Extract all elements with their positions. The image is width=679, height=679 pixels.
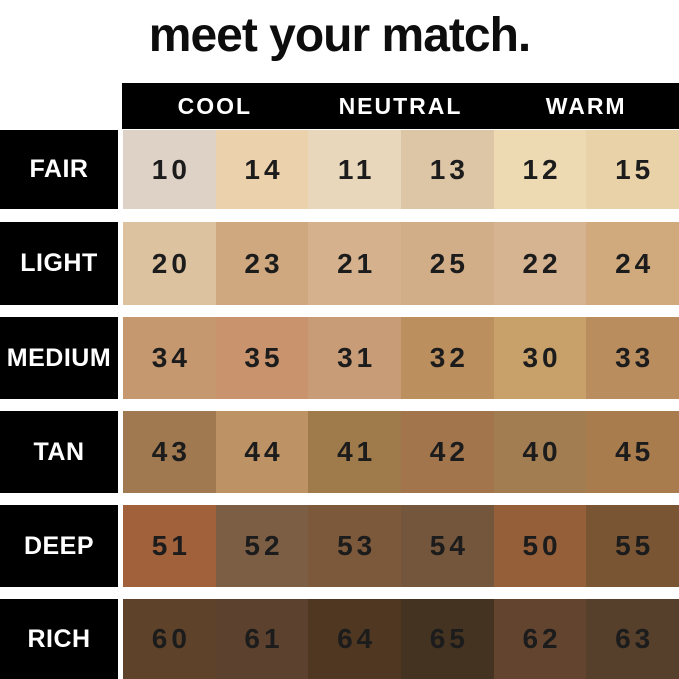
swatch-strip: 10 14 11 13 12 15 [123,130,679,209]
shade-swatch-41: 41 [308,411,402,493]
undertone-header-bar: COOL NEUTRAL WARM [122,83,679,129]
shade-swatch-34: 34 [123,317,216,399]
row-label-light: LIGHT [0,222,118,305]
shade-swatch-60: 60 [123,599,216,679]
shade-swatch-64: 64 [308,599,402,679]
shade-swatch-51: 51 [123,505,216,587]
shade-row-light: LIGHT 20 23 21 25 22 24 [0,222,679,305]
shade-swatch-10: 10 [123,130,216,209]
swatch-strip: 20 23 21 25 22 24 [123,222,679,305]
shade-swatch-54: 54 [401,505,494,587]
shade-swatch-23: 23 [215,222,309,305]
shade-swatch-44: 44 [215,411,309,493]
row-label-deep: DEEP [0,505,118,587]
shade-swatch-45: 45 [586,411,679,493]
shade-swatch-21: 21 [308,222,402,305]
shade-swatch-40: 40 [493,411,587,493]
shade-swatch-24: 24 [586,222,679,305]
shade-swatch-43: 43 [123,411,216,493]
shade-swatch-22: 22 [493,222,587,305]
shade-swatch-31: 31 [308,317,402,399]
shade-swatch-63: 63 [586,599,679,679]
label-swatch-divider [118,505,123,587]
shade-swatch-61: 61 [215,599,309,679]
label-swatch-divider [118,411,123,493]
label-swatch-divider [118,222,123,305]
column-header-warm: WARM [545,93,627,119]
row-label-fair: FAIR [0,130,118,209]
label-swatch-divider [118,317,123,399]
column-header-neutral: NEUTRAL [338,93,463,119]
shade-swatch-20: 20 [123,222,216,305]
row-label-tan: TAN [0,411,118,493]
shade-swatch-25: 25 [401,222,494,305]
label-swatch-divider [118,599,123,679]
shade-swatch-14: 14 [215,130,309,209]
shade-row-rich: RICH 60 61 64 65 62 63 [0,599,679,679]
shade-swatch-12: 12 [493,130,587,209]
row-label-rich: RICH [0,599,118,679]
shade-swatch-42: 42 [401,411,494,493]
shade-swatch-33: 33 [586,317,679,399]
shade-swatch-15: 15 [586,130,679,209]
swatch-strip: 60 61 64 65 62 63 [123,599,679,679]
column-header-cool: COOL [177,93,253,119]
page-title: meet your match. [148,9,531,62]
label-swatch-divider [118,130,123,209]
shade-row-deep: DEEP 51 52 53 54 50 55 [0,505,679,587]
shade-swatch-52: 52 [215,505,309,587]
row-label-medium: MEDIUM [0,317,118,399]
shade-row-fair: FAIR 10 14 11 13 12 15 [0,130,679,209]
shade-swatch-62: 62 [493,599,587,679]
swatch-strip: 34 35 31 32 30 33 [123,317,679,399]
shade-swatch-30: 30 [493,317,587,399]
shade-swatch-35: 35 [215,317,309,399]
swatch-strip: 51 52 53 54 50 55 [123,505,679,587]
shade-swatch-53: 53 [308,505,402,587]
shade-swatch-32: 32 [401,317,494,399]
shade-row-tan: TAN 43 44 41 42 40 45 [0,411,679,493]
shade-swatch-13: 13 [401,130,494,209]
shade-row-medium: MEDIUM 34 35 31 32 30 33 [0,317,679,399]
shade-swatch-11: 11 [308,130,402,209]
shade-swatch-65: 65 [401,599,494,679]
shade-swatch-55: 55 [586,505,679,587]
swatch-strip: 43 44 41 42 40 45 [123,411,679,493]
shade-swatch-50: 50 [493,505,587,587]
